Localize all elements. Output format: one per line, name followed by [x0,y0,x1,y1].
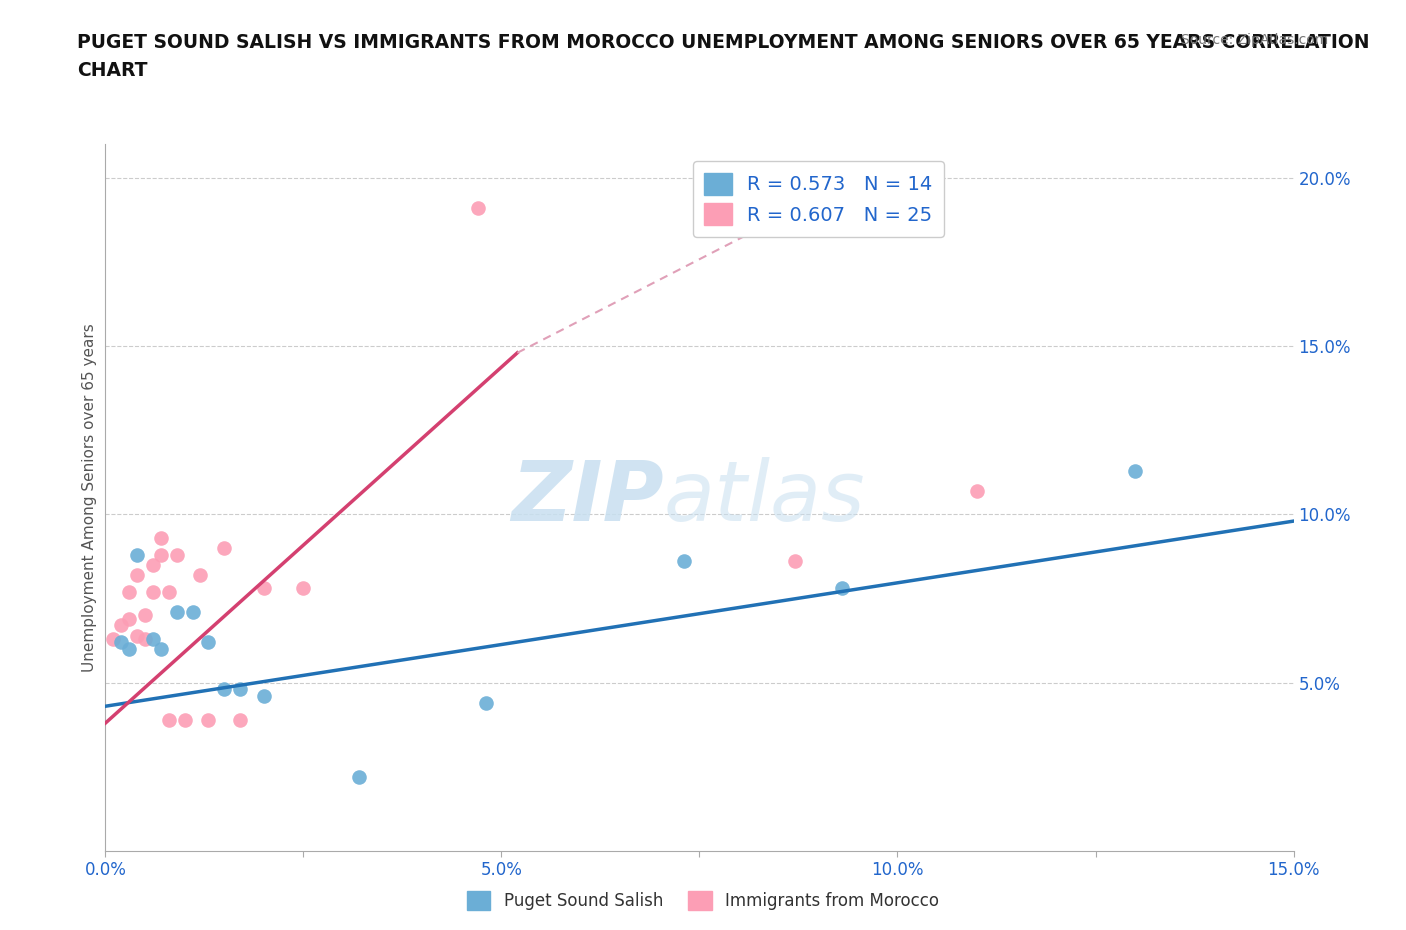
Legend: Puget Sound Salish, Immigrants from Morocco: Puget Sound Salish, Immigrants from Moro… [461,884,945,917]
Point [166,548,188,563]
Point [127,548,149,563]
Point [474,696,496,711]
Point [292,581,315,596]
Point [110,618,132,633]
Point [966,484,988,498]
Text: PUGET SOUND SALISH VS IMMIGRANTS FROM MOROCCO UNEMPLOYMENT AMONG SENIORS OVER 65: PUGET SOUND SALISH VS IMMIGRANTS FROM MO… [77,33,1369,80]
Point [253,581,276,596]
Point [197,635,219,650]
Point [157,712,180,727]
Text: atlas: atlas [664,457,866,538]
Text: ZIP: ZIP [512,457,664,538]
Point [149,548,172,563]
Point [149,530,172,545]
Point [214,682,236,697]
Point [134,631,156,646]
Point [166,604,188,619]
Point [142,584,165,599]
Point [142,557,165,572]
Point [110,635,132,650]
Point [1123,463,1146,478]
Point [672,554,695,569]
Point [229,712,252,727]
Y-axis label: Unemployment Among Seniors over 65 years: Unemployment Among Seniors over 65 years [82,324,97,671]
Point [103,631,125,646]
Point [118,642,141,657]
Point [127,567,149,582]
Point [134,608,156,623]
Point [181,604,204,619]
Point [157,584,180,599]
Point [190,567,212,582]
Point [118,611,141,626]
Point [783,554,806,569]
Point [467,201,489,216]
Point [173,712,195,727]
Point [214,540,236,555]
Point [253,689,276,704]
Point [118,584,141,599]
Point [831,581,853,596]
Point [197,712,219,727]
Point [347,769,370,784]
Legend: R = 0.573   N = 14, R = 0.607   N = 25: R = 0.573 N = 14, R = 0.607 N = 25 [693,161,943,237]
Point [127,628,149,643]
Point [229,682,252,697]
Point [149,642,172,657]
Text: Source: ZipAtlas.com: Source: ZipAtlas.com [1181,33,1329,46]
Point [142,631,165,646]
